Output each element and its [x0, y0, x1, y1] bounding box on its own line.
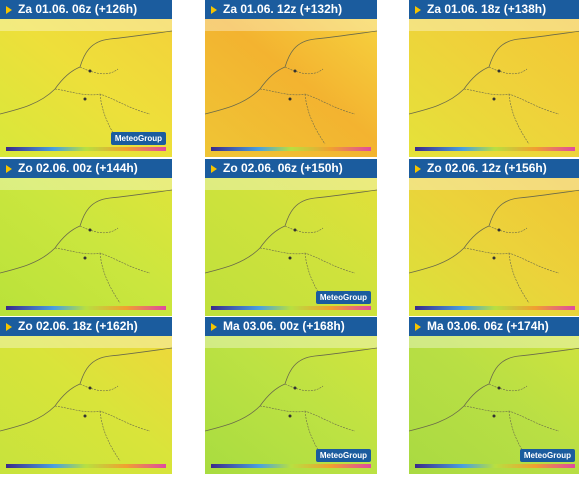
panel-header: Za 01.06. 06z (+126h) — [0, 0, 172, 19]
panel-title: Ma 03.06. 06z (+174h) — [427, 319, 549, 333]
map-panel: Zo 02.06. 18z (+162h) — [0, 317, 172, 474]
panel-title: Ma 03.06. 00z (+168h) — [223, 319, 345, 333]
panel-title: Za 01.06. 06z (+126h) — [18, 2, 138, 16]
map-image — [205, 178, 377, 316]
triangle-icon — [211, 165, 217, 173]
weather-map — [409, 178, 579, 316]
logo: MeteoGroup — [315, 449, 371, 462]
weather-map — [0, 336, 172, 474]
triangle-icon — [6, 165, 12, 173]
panel-header: Za 01.06. 12z (+132h) — [205, 0, 377, 19]
triangle-icon — [6, 6, 12, 14]
panel-header: Za 01.06. 18z (+138h) — [409, 0, 579, 19]
map-image — [409, 178, 579, 316]
map-image — [205, 19, 377, 157]
map-panel: Zo 02.06. 06z (+150h) MeteoGroup — [205, 159, 377, 316]
triangle-icon — [415, 165, 421, 173]
panel-title: Zo 02.06. 06z (+150h) — [223, 161, 343, 175]
map-panel: Zo 02.06. 12z (+156h) — [409, 159, 579, 316]
map-panel: Za 01.06. 18z (+138h) — [409, 0, 579, 157]
weather-map: MeteoGroup — [205, 178, 377, 316]
map-panel: Za 01.06. 12z (+132h) — [205, 0, 377, 157]
map-image — [0, 336, 172, 474]
panel-title: Za 01.06. 12z (+132h) — [223, 2, 343, 16]
weather-map: MeteoGroup — [0, 19, 172, 157]
weather-map: MeteoGroup — [409, 336, 579, 474]
logo: MeteoGroup — [110, 132, 166, 145]
weather-map — [409, 19, 579, 157]
panel-header: Ma 03.06. 06z (+174h) — [409, 317, 579, 336]
weather-map — [205, 19, 377, 157]
panel-header: Ma 03.06. 00z (+168h) — [205, 317, 377, 336]
panel-title: Za 01.06. 18z (+138h) — [427, 2, 547, 16]
map-image — [0, 178, 172, 316]
logo: MeteoGroup — [519, 449, 575, 462]
triangle-icon — [415, 6, 421, 14]
logo: MeteoGroup — [315, 291, 371, 304]
panel-header: Zo 02.06. 00z (+144h) — [0, 159, 172, 178]
map-image — [409, 19, 579, 157]
map-panel: Ma 03.06. 00z (+168h) MeteoGroup — [205, 317, 377, 474]
triangle-icon — [211, 6, 217, 14]
triangle-icon — [211, 323, 217, 331]
map-panel: Zo 02.06. 00z (+144h) — [0, 159, 172, 316]
triangle-icon — [415, 323, 421, 331]
map-image — [0, 19, 172, 157]
panel-header: Zo 02.06. 18z (+162h) — [0, 317, 172, 336]
map-panel: Za 01.06. 06z (+126h) MeteoGroup — [0, 0, 172, 157]
map-panel: Ma 03.06. 06z (+174h) MeteoGroup — [409, 317, 579, 474]
panel-title: Zo 02.06. 18z (+162h) — [18, 319, 138, 333]
panel-title: Zo 02.06. 12z (+156h) — [427, 161, 547, 175]
panel-title: Zo 02.06. 00z (+144h) — [18, 161, 138, 175]
weather-map: MeteoGroup — [205, 336, 377, 474]
panel-header: Zo 02.06. 06z (+150h) — [205, 159, 377, 178]
weather-map — [0, 178, 172, 316]
triangle-icon — [6, 323, 12, 331]
panel-header: Zo 02.06. 12z (+156h) — [409, 159, 579, 178]
